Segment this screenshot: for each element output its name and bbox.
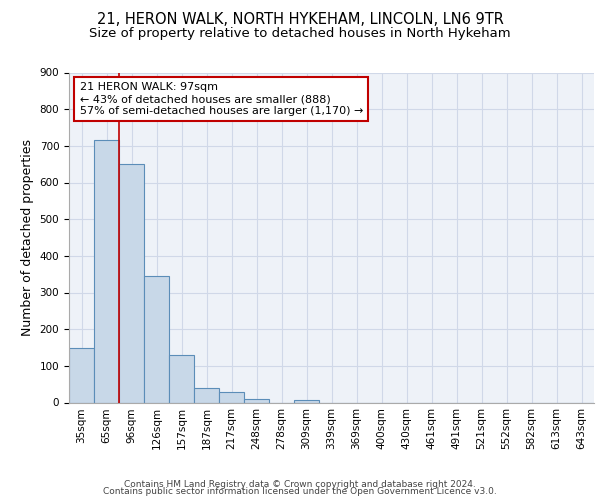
Bar [119, 164, 144, 402]
Bar [194, 388, 219, 402]
Y-axis label: Number of detached properties: Number of detached properties [21, 139, 34, 336]
Text: Contains HM Land Registry data © Crown copyright and database right 2024.: Contains HM Land Registry data © Crown c… [124, 480, 476, 489]
Bar [294, 400, 319, 402]
Text: 21 HERON WALK: 97sqm
← 43% of detached houses are smaller (888)
57% of semi-deta: 21 HERON WALK: 97sqm ← 43% of detached h… [79, 82, 363, 116]
Text: 21, HERON WALK, NORTH HYKEHAM, LINCOLN, LN6 9TR: 21, HERON WALK, NORTH HYKEHAM, LINCOLN, … [97, 12, 503, 28]
Text: Contains public sector information licensed under the Open Government Licence v3: Contains public sector information licen… [103, 488, 497, 496]
Bar [219, 392, 244, 402]
Bar [169, 355, 194, 403]
Bar [144, 276, 169, 402]
Bar [244, 399, 269, 402]
Bar [69, 348, 94, 403]
Text: Size of property relative to detached houses in North Hykeham: Size of property relative to detached ho… [89, 28, 511, 40]
Bar [94, 140, 119, 402]
